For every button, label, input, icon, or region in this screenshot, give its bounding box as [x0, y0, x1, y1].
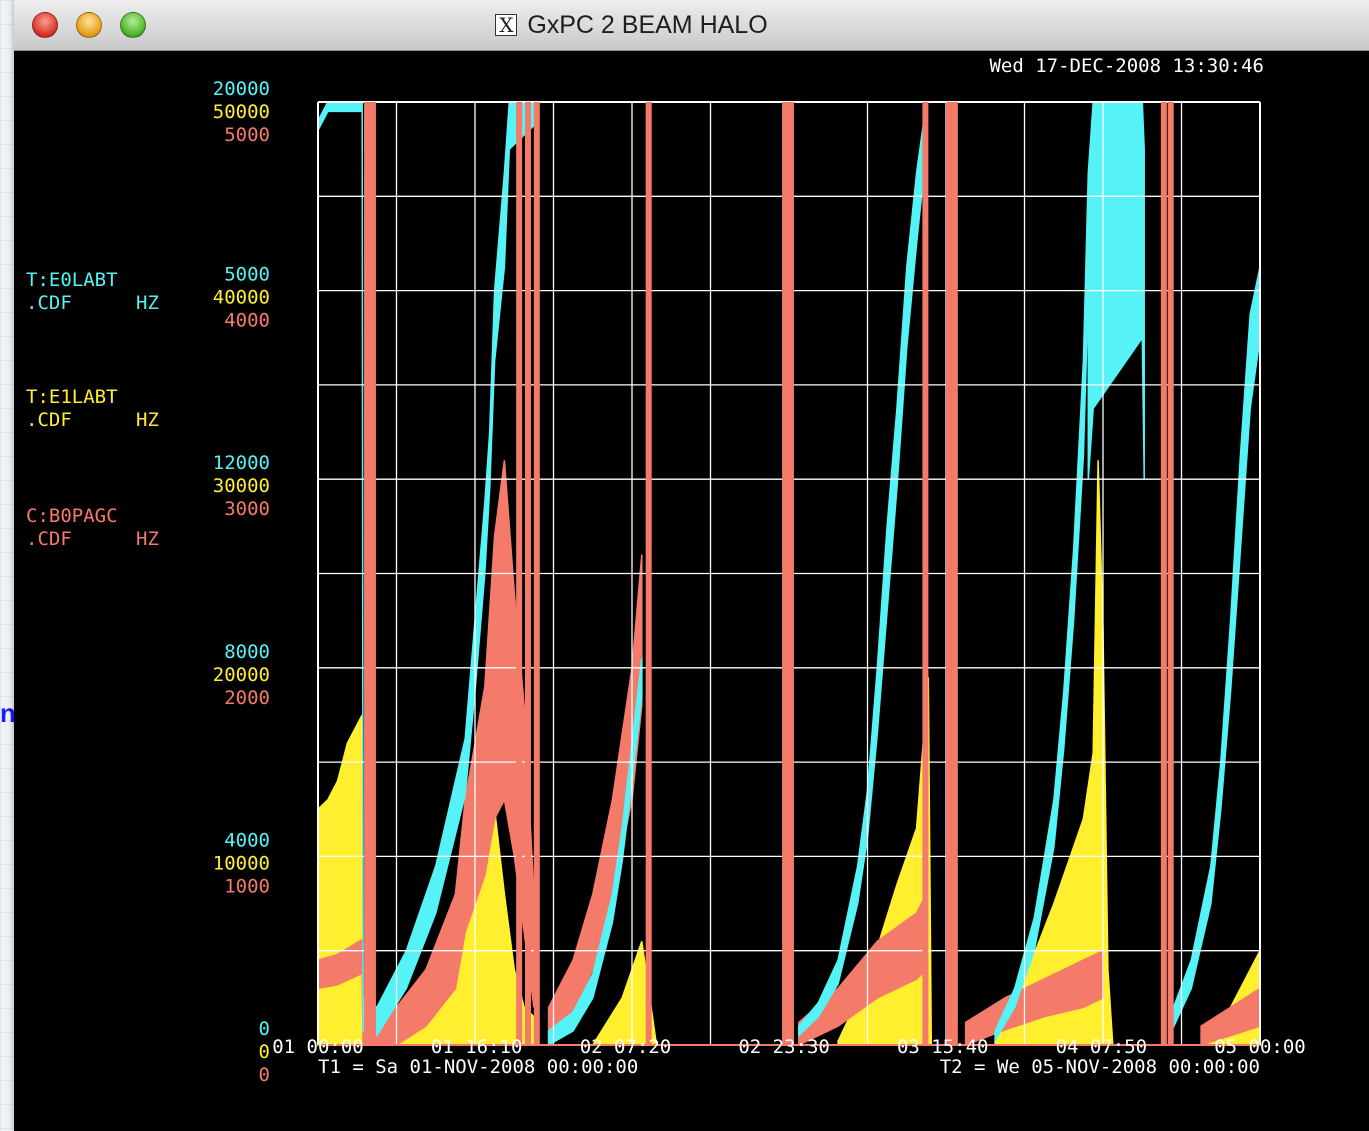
y-tick-t-e1labt-1: 10000 [213, 852, 270, 874]
window-title: GxPC 2 BEAM HALO [527, 10, 768, 39]
legend-e0-unit: HZ [136, 292, 159, 314]
legend-b0-suffix: .CDF [26, 528, 72, 550]
title-group: X GxPC 2 BEAM HALO [14, 0, 1369, 50]
x-tick-label-6: 05 00:00 [1214, 1036, 1306, 1058]
x-tick-label-0: 01 00:00 [272, 1036, 364, 1058]
b0pagc-spike-10 [951, 102, 958, 1045]
y-tick-t-e0labt-4: 5000 [224, 264, 270, 286]
close-button[interactable] [32, 12, 58, 38]
title-bar[interactable]: X GxPC 2 BEAM HALO [14, 0, 1369, 51]
t2-label: T2 = We 05-NOV-2008 00:00:00 [940, 1056, 1260, 1078]
y-tick-labels: 0004000100001000800020000200012000300003… [213, 78, 270, 1086]
b0pagc-spike-8 [922, 102, 929, 1045]
timestamp-label: Wed 17-DEC-2008 13:30:46 [989, 55, 1264, 77]
b0pagc-spike-9 [945, 102, 952, 1045]
x11-icon: X [495, 14, 518, 36]
b0pagc-spike-5 [645, 102, 652, 1045]
legend-e0-name: T:E0LABT [26, 269, 118, 291]
y-tick-t-e1labt-0: 0 [259, 1041, 270, 1063]
x-tick-labels: 01 00:00 01 16:10 02 07:20 02 23:30 03 15:40… [272, 1036, 1306, 1058]
y-tick-t-e1labt-5: 50000 [213, 101, 270, 123]
plot-window: X GxPC 2 BEAM HALO Wed 17-DEC-2008 13:30… [14, 0, 1369, 1131]
x-tick-label-1: 01 16:10 [431, 1036, 523, 1058]
zoom-button[interactable] [120, 12, 146, 38]
y-tick-c-b0pagc-5: 5000 [224, 124, 270, 146]
y-tick-t-e0labt-1: 4000 [224, 829, 270, 851]
y-tick-t-e0labt-5: 20000 [213, 78, 270, 100]
b0pagc-spike-3 [524, 102, 531, 1045]
legend-b0-unit: HZ [136, 528, 159, 550]
b0pagc-spikes [318, 102, 1260, 1046]
y-tick-t-e1labt-2: 20000 [213, 664, 270, 686]
y-tick-t-e0labt-0: 0 [259, 1018, 270, 1040]
b0pagc-spike-1 [369, 102, 376, 1045]
y-tick-t-e0labt-2: 8000 [224, 641, 270, 663]
desktop-text-fragment: n [0, 702, 14, 724]
legend-e1-suffix: .CDF [26, 409, 72, 431]
series-t-e0labt-band-1 [547, 658, 643, 1047]
y-tick-c-b0pagc-1: 1000 [224, 875, 270, 897]
b0pagc-spike-6 [782, 102, 789, 1045]
x-tick-label-4: 03 15:40 [897, 1036, 989, 1058]
series-t-e0labt-band-5 [1170, 266, 1261, 1032]
x-tick-label-3: 02 23:30 [738, 1036, 830, 1058]
y-tick-c-b0pagc-4: 4000 [224, 310, 270, 332]
b0pagc-spike-7 [787, 102, 794, 1045]
y-tick-t-e1labt-3: 30000 [213, 475, 270, 497]
legend-e0-suffix: .CDF [26, 292, 72, 314]
y-tick-c-b0pagc-3: 3000 [224, 498, 270, 520]
y-tick-c-b0pagc-0: 0 [259, 1064, 270, 1086]
beam-halo-chart: Wed 17-DEC-2008 13:30:46 01 00:00 01 16:1… [26, 55, 1306, 1086]
b0pagc-spike-2 [516, 102, 523, 1045]
y-tick-t-e0labt-3: 12000 [213, 452, 270, 474]
b0pagc-spike-11 [1160, 102, 1167, 1045]
x-tick-label-5: 04 07:50 [1056, 1036, 1148, 1058]
minimize-button[interactable] [76, 12, 102, 38]
legend-e1-name: T:E1LABT [26, 386, 118, 408]
t1-label: T1 = Sa 01-NOV-2008 00:00:00 [318, 1056, 638, 1078]
legend-b0-name: C:B0PAGC [26, 505, 118, 527]
b0pagc-spike-4 [533, 102, 540, 1045]
legend: T:E0LABT .CDF HZ T:E1LABT .CDF HZ C:B0PA… [26, 269, 159, 550]
y-tick-c-b0pagc-2: 2000 [224, 687, 270, 709]
legend-e1-unit: HZ [136, 409, 159, 431]
y-tick-t-e1labt-4: 40000 [213, 287, 270, 309]
b0pagc-spike-0 [364, 102, 371, 1045]
b0pagc-spike-12 [1167, 102, 1174, 1045]
x-tick-label-2: 02 07:20 [580, 1036, 672, 1058]
